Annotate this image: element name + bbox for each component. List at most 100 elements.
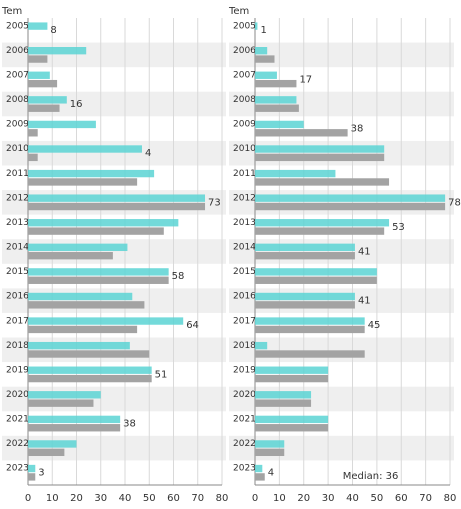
data-label: 4	[145, 148, 151, 159]
bar	[28, 169, 155, 178]
bar	[255, 243, 355, 252]
bar	[255, 341, 268, 350]
x-tick-label: 30	[94, 493, 107, 504]
category-label: 2021	[6, 415, 29, 425]
bar	[255, 129, 348, 137]
bar	[28, 120, 96, 129]
bar	[255, 448, 285, 457]
category-label: 2019	[233, 365, 256, 375]
bar	[28, 227, 164, 235]
bar	[255, 268, 377, 276]
annotation-label: Median: 36	[343, 471, 399, 482]
bar	[28, 178, 138, 186]
x-tick-label: 50	[371, 493, 384, 504]
chart-panel-1: Tem2005200620072008200920102011201220132…	[1, 6, 228, 504]
bar	[28, 96, 67, 104]
y-axis-title: Tem	[1, 6, 22, 17]
row-band	[229, 140, 454, 166]
category-label: 2020	[6, 390, 29, 400]
data-label: 16	[70, 99, 83, 110]
bar	[255, 415, 329, 424]
bar	[28, 129, 38, 137]
row-band	[2, 288, 226, 313]
category-label: 2016	[233, 292, 256, 302]
data-label: 58	[172, 271, 185, 282]
row-band	[229, 386, 454, 412]
data-label: 78	[448, 197, 461, 208]
bar	[28, 399, 94, 407]
category-label: 2020	[233, 390, 256, 400]
row-band	[229, 288, 454, 313]
data-label: 41	[358, 246, 371, 257]
bar	[28, 366, 152, 374]
bar	[28, 71, 50, 79]
category-label: 2007	[6, 70, 29, 80]
category-label: 2009	[233, 120, 256, 130]
category-label: 2014	[6, 243, 29, 253]
x-tick-label: 50	[143, 493, 156, 504]
category-label: 2013	[6, 218, 29, 228]
bar	[28, 47, 87, 55]
data-label: 51	[155, 369, 168, 380]
row-band	[229, 190, 454, 215]
bar	[255, 440, 285, 448]
x-tick-label: 20	[297, 493, 310, 504]
x-tick-label: 10	[273, 493, 286, 504]
category-label: 2010	[233, 144, 256, 154]
category-label: 2015	[6, 267, 29, 277]
category-label: 2005	[6, 21, 29, 31]
bar	[28, 391, 101, 399]
bar	[255, 71, 277, 79]
bar	[28, 268, 169, 276]
data-label: 1	[260, 25, 266, 36]
category-label: 2008	[233, 95, 256, 105]
bar	[255, 292, 355, 301]
bar	[255, 301, 355, 309]
data-label: 8	[50, 25, 56, 36]
bar	[255, 276, 377, 284]
bar	[28, 317, 184, 325]
bar	[28, 153, 38, 162]
bar	[255, 391, 312, 399]
bar	[255, 350, 365, 358]
data-label: 73	[208, 197, 221, 208]
bar	[255, 55, 275, 63]
bar	[255, 366, 329, 374]
data-label: 53	[392, 222, 405, 233]
row-band	[2, 435, 226, 461]
x-tick-label: 10	[46, 493, 59, 504]
x-tick-label: 80	[216, 493, 229, 504]
row-band	[229, 91, 454, 117]
data-label: 3	[38, 468, 44, 479]
bar	[28, 473, 36, 481]
row-band	[2, 190, 226, 215]
bar	[28, 325, 138, 334]
x-tick-label: 60	[167, 493, 180, 504]
bar	[28, 194, 206, 202]
x-tick-label: 40	[346, 493, 359, 504]
bar	[28, 350, 150, 358]
bar	[28, 145, 142, 153]
row-band	[2, 91, 226, 117]
bar	[28, 276, 169, 284]
x-tick-label: 30	[322, 493, 335, 504]
bar	[255, 374, 329, 383]
row-band	[229, 337, 454, 363]
bar	[255, 22, 258, 30]
row-band	[2, 239, 226, 264]
bar	[255, 219, 390, 227]
bar	[28, 464, 36, 473]
category-label: 2017	[6, 316, 29, 326]
category-label: 2008	[6, 95, 29, 105]
x-tick-label: 0	[25, 493, 31, 504]
category-label: 2006	[233, 46, 256, 56]
category-label: 2010	[6, 144, 29, 154]
bar	[28, 219, 179, 227]
y-axis-title: Tem	[228, 6, 249, 17]
bar	[255, 227, 385, 235]
bar	[255, 79, 297, 88]
category-label: 2017	[233, 316, 256, 326]
row-band	[229, 239, 454, 264]
data-label: 45	[368, 320, 381, 331]
bar	[255, 153, 385, 162]
